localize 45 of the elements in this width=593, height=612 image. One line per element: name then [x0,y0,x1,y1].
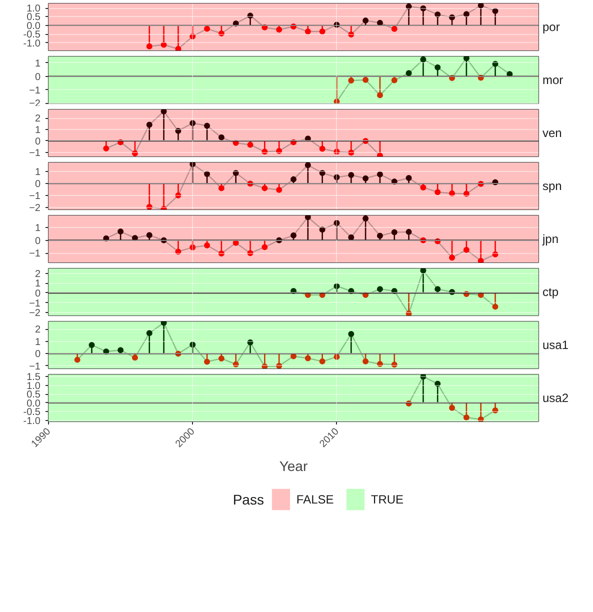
text: spn [542,179,562,193]
y-tick-label: 2 [34,268,41,280]
y-tick-label: 2 [34,114,41,125]
y-tick-label: 2 [34,324,41,336]
y-tick-label: 1 [34,222,41,234]
y-tick-label: −1 [29,298,41,310]
y-tick-label: −1 [29,85,41,96]
y-tick-label: 0 [34,179,41,190]
y-tick-label: 1 [34,167,41,178]
text: usa1 [542,338,569,352]
y-tick-label: −1 [29,190,41,202]
y-tick-label: -0.5 [23,407,41,418]
y-tick-label: −1 [29,148,41,159]
category-label: FALSE [296,492,334,506]
y-tick-label: 1.5 [26,372,41,384]
legend-title: Pass [232,492,264,508]
y-tick-label: −2 [29,202,41,214]
y-tick-label: -1.0 [23,416,41,427]
y-tick-label: 0 [34,236,41,247]
y-tick-label: 1 [34,58,41,70]
y-tick-label: 1 [34,336,41,348]
y-tick-label: −1 [29,361,41,372]
category-label: TRUE [370,492,404,506]
text: mor [542,73,564,87]
text: por [542,20,560,34]
y-tick-label: −2 [29,308,41,320]
y-tick-label: 0.5 [26,12,41,24]
y-tick-label: -1.0 [23,38,41,50]
y-tick-label: −1 [29,248,41,260]
text: ven [542,126,562,140]
y-tick-label: 0.0 [26,398,41,410]
text: ctp [542,285,559,299]
text: jpn [542,232,559,246]
x-axis-title: Year [279,458,308,474]
y-tick-label: 0 [34,136,41,148]
text: usa2 [542,391,569,405]
y-tick-label: 0.0 [26,20,41,32]
y-tick-label: 1.0 [26,380,41,392]
y-tick-label: 0.5 [26,390,41,401]
y-tick-label: 0 [34,72,41,83]
y-tick-label: 0 [34,349,41,360]
y-tick-label: -0.5 [23,30,41,41]
y-tick-label: 1 [34,125,41,136]
y-tick-label: 0 [34,288,41,300]
y-tick-label: 1 [34,278,41,290]
